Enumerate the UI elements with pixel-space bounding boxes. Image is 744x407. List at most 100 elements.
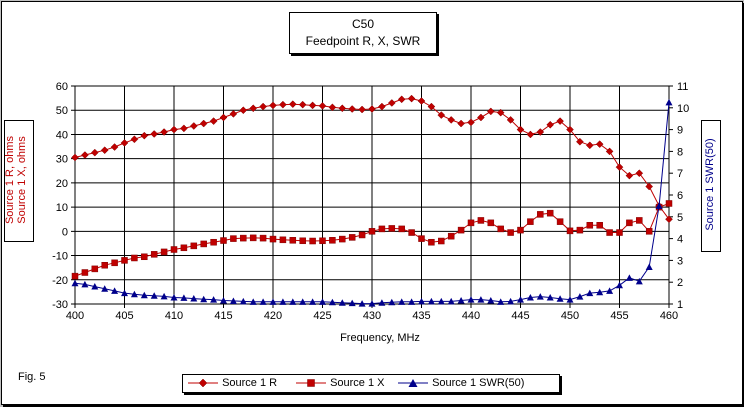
x-point <box>101 261 108 269</box>
x-point <box>71 272 79 280</box>
swr-point <box>279 298 287 305</box>
x-point <box>141 253 148 261</box>
legend-label-r: Source 1 R <box>222 377 278 389</box>
x-point <box>329 237 336 244</box>
x-point <box>121 257 128 264</box>
y2-tick-label: 9 <box>677 125 683 137</box>
y-axis-right-label: Source 1 SWR(50) <box>704 138 716 231</box>
x-point <box>210 238 217 246</box>
x-point <box>507 229 514 236</box>
x-point <box>259 234 267 242</box>
r-point <box>348 105 357 113</box>
swr-point <box>338 299 346 306</box>
r-point <box>387 99 396 107</box>
r-point <box>635 169 644 178</box>
x-point <box>596 222 603 229</box>
r-point <box>249 104 258 113</box>
swr-point <box>517 296 524 303</box>
x-point <box>457 226 465 234</box>
x-point <box>616 229 623 236</box>
r-point <box>288 100 297 109</box>
r-point <box>486 107 495 116</box>
y-tick-label: 40 <box>56 129 68 141</box>
r-point <box>566 125 574 134</box>
r-point <box>546 120 555 129</box>
x-point <box>546 209 554 217</box>
x-tick-label: 435 <box>412 310 430 322</box>
r-point <box>506 116 515 124</box>
y2-tick-label: 3 <box>677 255 683 267</box>
swr-point <box>556 295 564 302</box>
x-point <box>160 248 168 256</box>
x-point <box>467 219 475 227</box>
swr-point <box>467 296 475 303</box>
r-point <box>576 137 584 146</box>
swr-point <box>645 263 653 270</box>
r-point <box>338 104 347 113</box>
x-tick-label: 405 <box>115 310 133 322</box>
x-point <box>81 269 89 276</box>
swr-point <box>249 298 257 305</box>
x-point <box>408 229 415 236</box>
x-tick-label: 445 <box>511 310 529 322</box>
y-axis-right-label-box <box>701 120 721 252</box>
x-point <box>398 225 405 233</box>
r-point <box>378 102 386 111</box>
r-point <box>457 119 465 128</box>
swr-point <box>190 295 198 302</box>
chart-title-line1: C50 <box>351 17 374 31</box>
swr-point <box>319 298 326 305</box>
swr-point <box>229 297 237 304</box>
r-point <box>279 100 287 109</box>
swr-point <box>546 293 554 301</box>
swr-point <box>606 287 614 294</box>
x-point <box>249 234 257 242</box>
r-point <box>90 148 99 157</box>
x-point <box>517 226 524 234</box>
y-axis-left-label-box <box>4 120 34 242</box>
r-point <box>269 101 277 110</box>
swr-point <box>418 297 425 305</box>
r-point <box>477 113 485 122</box>
x-point <box>358 231 366 239</box>
r-point <box>496 108 505 117</box>
legend-label-x: Source 1 X <box>330 377 385 389</box>
r-point <box>189 122 198 130</box>
swr-point <box>358 300 366 307</box>
y2-tick-label: 11 <box>677 81 688 93</box>
y-tick-label: 30 <box>56 154 68 166</box>
x-tick-label: 460 <box>660 310 678 322</box>
y-tick-label: 10 <box>56 202 68 214</box>
x-point <box>487 219 495 227</box>
x-tick-label: 440 <box>462 310 480 322</box>
swr-point <box>160 292 168 300</box>
r-point <box>447 116 456 124</box>
x-point <box>626 219 633 227</box>
swr-point <box>665 98 673 106</box>
r-point <box>595 140 604 148</box>
swr-point <box>111 287 119 294</box>
r-point <box>397 95 406 104</box>
swr-point <box>635 277 643 285</box>
x-point <box>527 218 534 225</box>
x-point <box>240 234 247 242</box>
x-point <box>428 238 435 246</box>
x-point <box>170 246 178 253</box>
r-point <box>219 113 228 122</box>
swr-point <box>655 202 663 209</box>
x-point <box>339 235 346 243</box>
swr-point <box>348 299 356 307</box>
r-point <box>358 105 366 114</box>
r-point <box>140 131 149 140</box>
swr-point <box>398 298 406 305</box>
x-point <box>586 222 594 229</box>
r-point <box>645 182 654 191</box>
r-point <box>229 110 238 118</box>
r-point <box>605 147 614 156</box>
r-point <box>160 128 168 136</box>
x-tick-label: 450 <box>561 310 579 322</box>
swr-point <box>388 298 396 306</box>
swr-point <box>616 281 623 289</box>
swr-point <box>368 300 376 307</box>
